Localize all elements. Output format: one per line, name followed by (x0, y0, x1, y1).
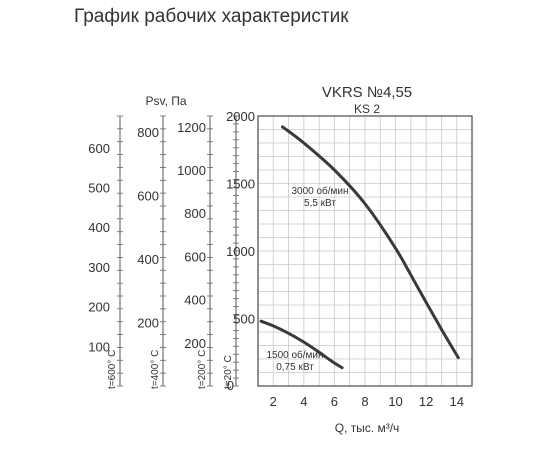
series-line-1 (280, 125, 460, 360)
chart-grid (257, 115, 473, 387)
secondary-axis-1-tick-label: 400 (88, 220, 110, 235)
secondary-axis-1-tick-label: 300 (88, 260, 110, 275)
secondary-axis-3-tick-label: 400 (184, 293, 206, 308)
chart-subtitle: KS 2 (354, 102, 380, 116)
series-label-1: 3000 об/мин (291, 185, 348, 197)
y-tick-label: 1000 (226, 244, 255, 259)
secondary-pressure-axes: 100 200 300 400 500 600 t=600° C 200 400 600 800 t=… (88, 115, 239, 393)
series-label-2: 0,75 кВт (276, 362, 314, 373)
chart-title: VKRS №4,55 (322, 84, 412, 101)
series-label-1: 5,5 кВт (304, 198, 336, 209)
y-tick-label: 500 (233, 312, 255, 327)
plot-frame (257, 115, 473, 387)
secondary-axis-1-label: t=600° C (107, 350, 118, 389)
x-tick-label: 10 (388, 394, 402, 409)
x-tick-label: 2 (270, 394, 277, 409)
x-tick-label: 8 (361, 394, 368, 409)
x-tick-label: 12 (419, 394, 433, 409)
x-axis-label: Q, тыс. м³/ч (335, 421, 400, 435)
secondary-axis-4-label: t=20° C (223, 355, 234, 389)
x-tick-label: 6 (331, 394, 338, 409)
secondary-axis-1-tick-label: 500 (88, 180, 110, 195)
chart-labels: 2 4 6 8 10 12 14 500 1000 1500 2000 (226, 109, 464, 409)
series-line-2 (259, 319, 344, 370)
y-axis-label: Psv, Па (145, 94, 186, 108)
secondary-axis-1-tick-label: 200 (88, 300, 110, 315)
secondary-axis-2-label: t=400° C (150, 350, 161, 389)
series-label-2: 1500 об/мин (266, 349, 323, 361)
secondary-axis-1-tick-label: 600 (88, 141, 110, 156)
page-title: График рабочих характеристик (74, 6, 349, 27)
secondary-axis-3-label: t=200° C (197, 350, 208, 389)
secondary-axis-2-tick-label: 200 (137, 315, 159, 330)
y-tick-label: 1500 (226, 177, 255, 192)
x-tick-label: 14 (449, 394, 463, 409)
secondary-axis-3-tick-label: 800 (184, 206, 206, 221)
secondary-axis-4-zero-label: 0 (227, 378, 234, 393)
secondary-axis-1-tick-label: 100 (88, 339, 110, 354)
secondary-axis-3-tick-label: 1200 (177, 120, 206, 135)
secondary-axis-2-tick-label: 400 (137, 252, 159, 267)
secondary-axis-2-tick-label: 800 (137, 125, 159, 140)
y-tick-label: 2000 (226, 109, 255, 124)
secondary-axis-3-tick-label: 200 (184, 336, 206, 351)
secondary-axis-2-tick-label: 600 (137, 188, 159, 203)
secondary-axis-3-tick-label: 1000 (177, 163, 206, 178)
x-tick-label: 4 (300, 394, 307, 409)
secondary-axis-3-tick-label: 600 (184, 249, 206, 264)
